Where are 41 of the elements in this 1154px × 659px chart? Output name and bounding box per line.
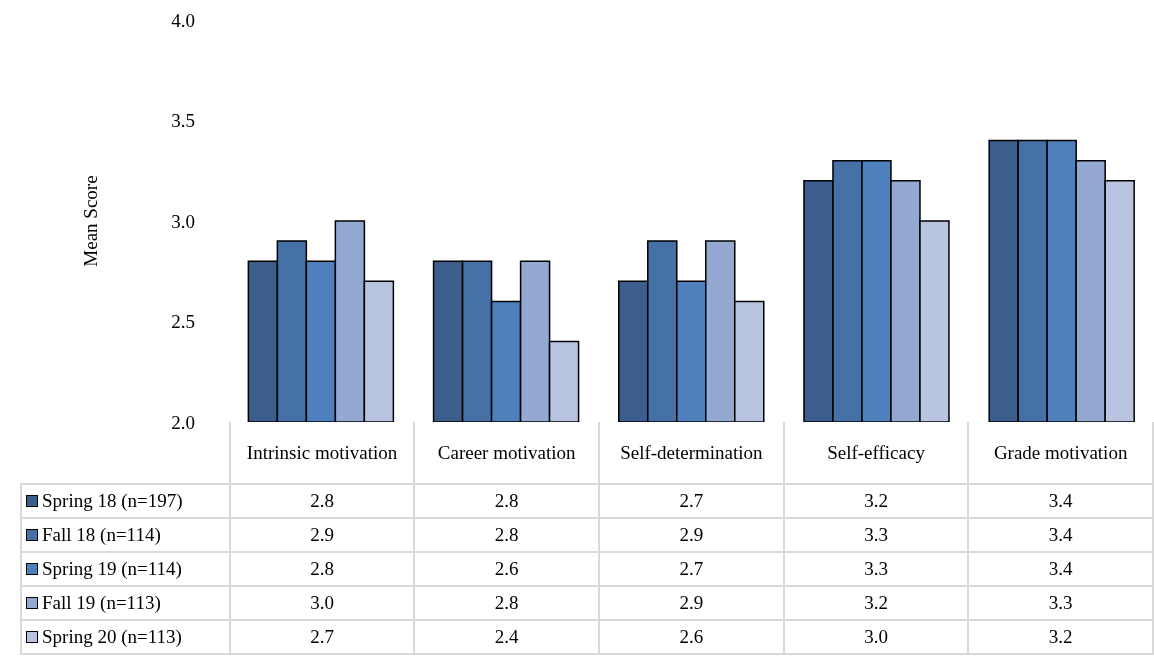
data-label: 3.4 <box>968 484 1153 518</box>
data-label: 2.7 <box>229 620 415 654</box>
y-tick-label: 3.5 <box>171 110 195 132</box>
x-tick-label: Grade motivation <box>968 422 1153 484</box>
data-label: 2.9 <box>599 586 784 620</box>
data-label: 2.9 <box>599 518 784 552</box>
data-label: 2.6 <box>414 552 599 586</box>
y-tick-label: 4.0 <box>171 9 195 31</box>
data-label: 3.0 <box>783 620 969 654</box>
data-label: 3.3 <box>783 518 969 552</box>
data-label: 2.9 <box>229 518 415 552</box>
data-label: 3.0 <box>229 586 415 620</box>
legend-label: Fall 18 (n=114) <box>21 518 230 552</box>
data-label: 3.3 <box>968 586 1153 620</box>
y-tick-label: 2.0 <box>171 411 195 433</box>
data-label: 3.2 <box>968 620 1153 654</box>
data-label: 2.6 <box>599 620 784 654</box>
data-label: 2.8 <box>229 552 415 586</box>
legend-label: Spring 20 (n=113) <box>21 620 230 654</box>
legend-label: Spring 19 (n=114) <box>21 552 230 586</box>
y-tick-label: 2.5 <box>171 311 195 333</box>
x-tick-label: Intrinsic motivation <box>229 422 415 484</box>
data-label: 2.8 <box>414 586 599 620</box>
y-axis-title: Mean Score <box>79 175 101 267</box>
y-tick-label: 3.0 <box>171 210 195 232</box>
data-label: 3.4 <box>968 518 1153 552</box>
legend-label: Fall 19 (n=113) <box>21 586 230 620</box>
x-tick-label: Self-determination <box>599 422 784 484</box>
data-label: 2.8 <box>229 484 415 518</box>
x-tick-label: Career motivation <box>414 422 599 484</box>
x-tick-label: Self-efficacy <box>783 422 969 484</box>
data-label: 2.8 <box>414 484 599 518</box>
data-label: 2.7 <box>599 484 784 518</box>
legend-label: Spring 18 (n=197) <box>21 484 230 518</box>
data-label: 3.3 <box>783 552 969 586</box>
data-label: 3.2 <box>783 484 969 518</box>
data-label: 2.4 <box>414 620 599 654</box>
data-label: 3.4 <box>968 552 1153 586</box>
data-label: 3.2 <box>783 586 969 620</box>
data-label: 2.7 <box>599 552 784 586</box>
data-label: 2.8 <box>414 518 599 552</box>
